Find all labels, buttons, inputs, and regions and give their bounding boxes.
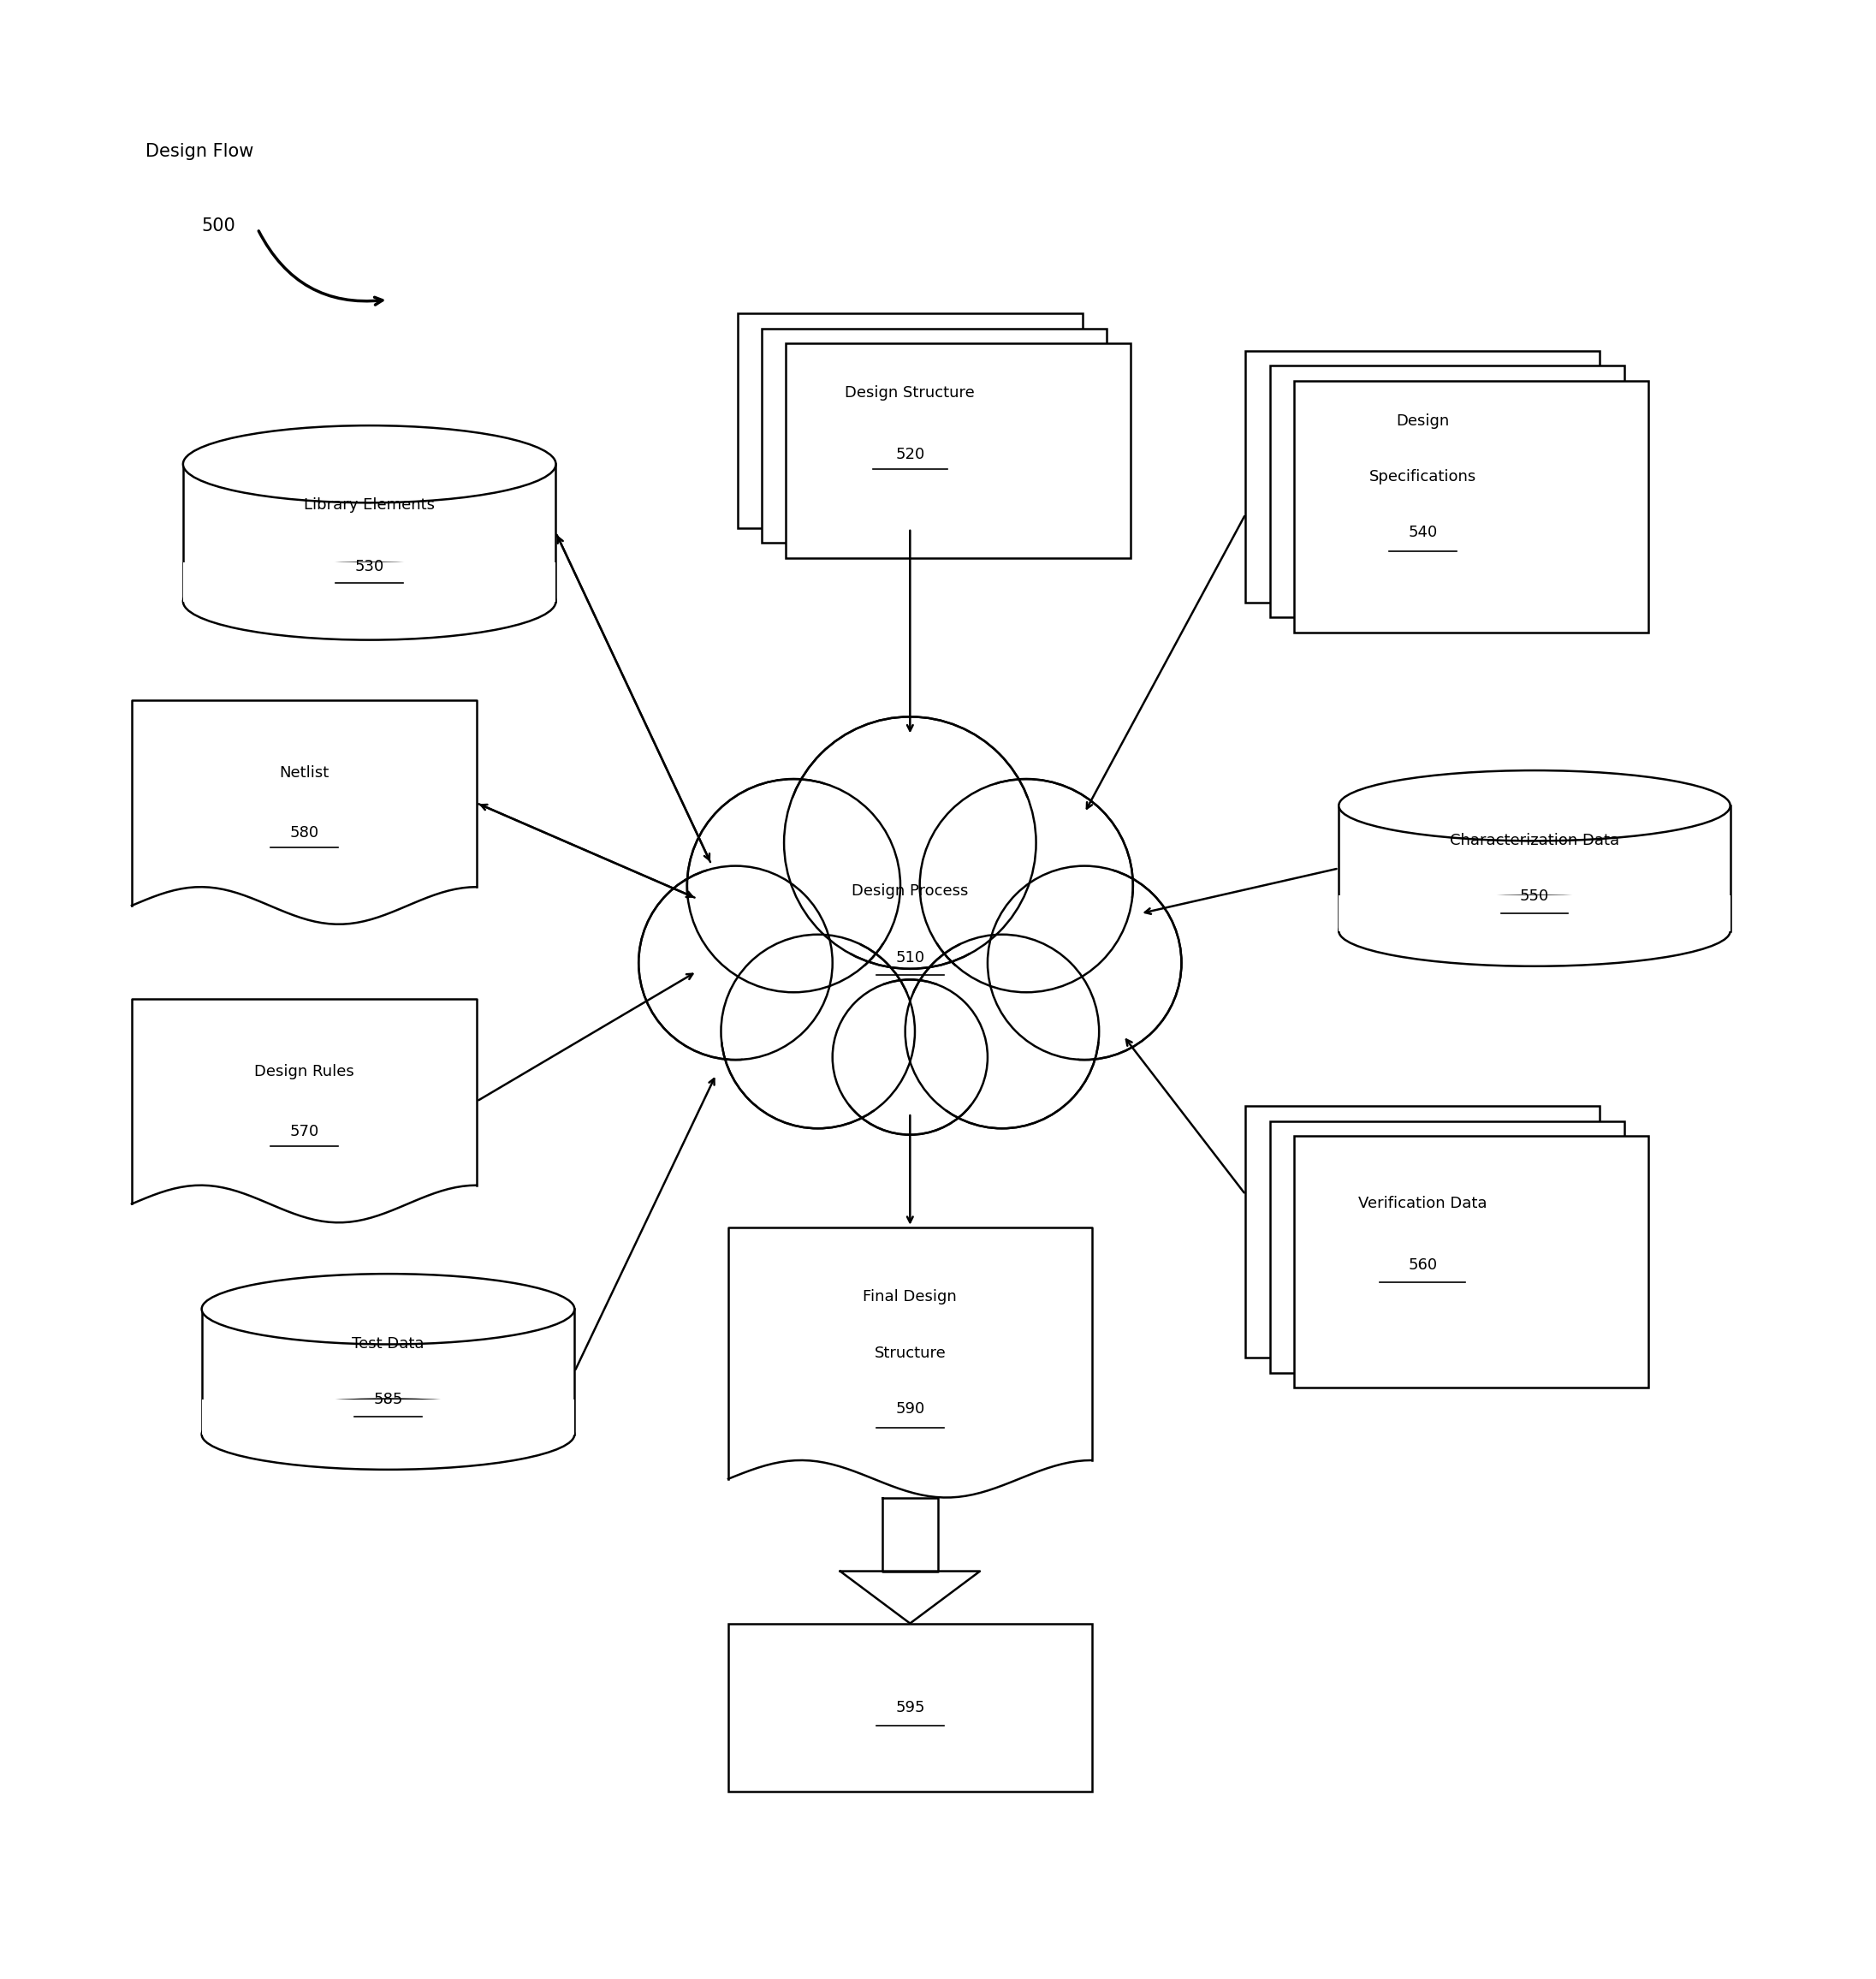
- Text: Netlist: Netlist: [280, 766, 328, 782]
- Text: 595: 595: [895, 1700, 925, 1716]
- Ellipse shape: [184, 562, 555, 639]
- Bar: [1294, 380, 1649, 633]
- Polygon shape: [728, 1227, 1092, 1498]
- Circle shape: [923, 952, 1082, 1110]
- Polygon shape: [1339, 805, 1730, 930]
- Text: Design Structure: Design Structure: [844, 386, 976, 400]
- Text: 540: 540: [1409, 524, 1437, 540]
- Circle shape: [987, 867, 1182, 1061]
- Circle shape: [739, 952, 897, 1110]
- Ellipse shape: [1339, 896, 1730, 966]
- Bar: [203, 1399, 574, 1435]
- Circle shape: [1006, 883, 1163, 1043]
- Text: Specifications: Specifications: [1369, 469, 1476, 485]
- Bar: [762, 329, 1107, 542]
- Bar: [728, 1623, 1092, 1791]
- Bar: [184, 562, 555, 602]
- Polygon shape: [882, 1498, 938, 1571]
- Bar: [1246, 1106, 1600, 1358]
- Text: 585: 585: [373, 1391, 403, 1407]
- Text: 550: 550: [1520, 889, 1550, 904]
- Text: 520: 520: [895, 447, 925, 463]
- Circle shape: [906, 934, 1099, 1128]
- Ellipse shape: [184, 425, 555, 503]
- Circle shape: [846, 993, 974, 1120]
- Bar: [1270, 1120, 1625, 1373]
- Polygon shape: [131, 999, 477, 1223]
- Bar: [1246, 350, 1600, 604]
- Circle shape: [687, 780, 900, 991]
- Circle shape: [938, 798, 1114, 974]
- Bar: [786, 344, 1131, 558]
- Text: 560: 560: [1409, 1259, 1437, 1272]
- Text: Verification Data: Verification Data: [1358, 1195, 1488, 1211]
- Text: 570: 570: [289, 1124, 319, 1138]
- Bar: [1339, 896, 1730, 930]
- Polygon shape: [131, 701, 477, 924]
- Circle shape: [657, 883, 814, 1043]
- Text: 500: 500: [203, 218, 236, 234]
- Circle shape: [784, 716, 1036, 970]
- Circle shape: [807, 740, 1013, 946]
- Text: 510: 510: [895, 950, 925, 966]
- Circle shape: [833, 980, 987, 1134]
- Bar: [737, 313, 1082, 528]
- Text: Test Data: Test Data: [353, 1336, 424, 1352]
- Circle shape: [705, 798, 882, 974]
- Polygon shape: [184, 465, 555, 602]
- Circle shape: [720, 934, 915, 1128]
- Ellipse shape: [203, 1399, 574, 1470]
- Polygon shape: [203, 1308, 574, 1435]
- Text: Library Elements: Library Elements: [304, 497, 435, 513]
- Text: 530: 530: [355, 558, 385, 574]
- Bar: [1294, 1136, 1649, 1387]
- Bar: [1270, 366, 1625, 617]
- Text: Design Rules: Design Rules: [255, 1065, 355, 1079]
- Circle shape: [638, 867, 833, 1061]
- Ellipse shape: [203, 1274, 574, 1344]
- Text: Structure: Structure: [874, 1346, 946, 1362]
- Text: Design: Design: [1396, 414, 1450, 429]
- Ellipse shape: [1339, 770, 1730, 841]
- Text: Design Flow: Design Flow: [146, 142, 253, 160]
- Circle shape: [919, 780, 1133, 991]
- Text: 580: 580: [289, 825, 319, 841]
- Text: Design Process: Design Process: [852, 883, 968, 898]
- Text: 590: 590: [895, 1401, 925, 1417]
- Text: Characterization Data: Characterization Data: [1450, 833, 1619, 849]
- Text: Final Design: Final Design: [863, 1290, 957, 1304]
- Polygon shape: [840, 1571, 979, 1623]
